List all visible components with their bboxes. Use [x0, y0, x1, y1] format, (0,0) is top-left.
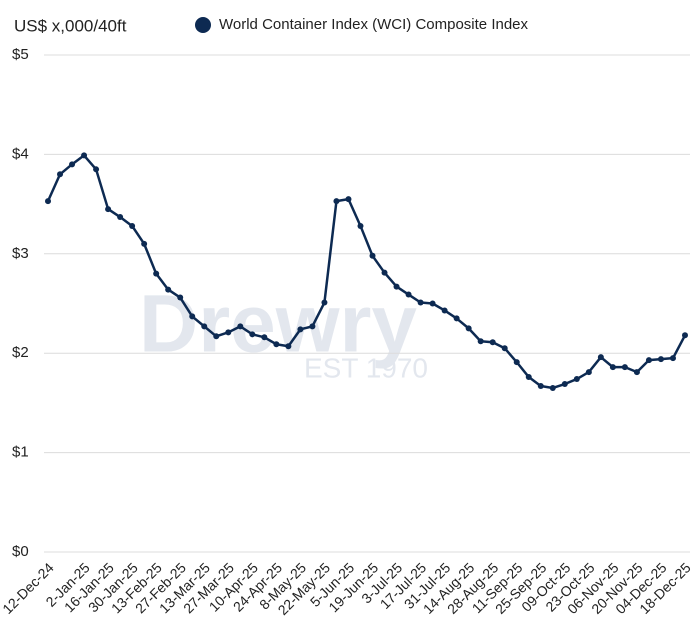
data-point [669, 355, 676, 362]
data-point [165, 286, 172, 293]
y-tick-label: $4 [12, 145, 29, 162]
data-point [513, 359, 520, 366]
data-point [585, 369, 592, 376]
data-point [333, 198, 340, 205]
data-point [261, 334, 268, 341]
data-point [682, 332, 688, 339]
data-point [621, 364, 628, 371]
data-point [441, 307, 448, 314]
data-point [501, 345, 508, 352]
data-point [657, 356, 664, 363]
y-tick-label: $5 [12, 46, 29, 63]
data-point [561, 381, 568, 388]
data-point [105, 206, 112, 213]
y-axis-title: US$ x,000/40ft [14, 16, 127, 35]
watermark: Drewry [139, 279, 417, 370]
y-tick-label: $1 [12, 444, 29, 461]
data-point [297, 326, 304, 333]
x-tick-label: 12-Dec-24 [0, 559, 57, 617]
data-point [381, 269, 388, 276]
data-point [417, 299, 424, 306]
data-point [249, 331, 256, 338]
legend-label: World Container Index (WCI) Composite In… [219, 16, 529, 33]
data-point [393, 283, 400, 290]
data-point [225, 329, 232, 336]
data-point [321, 299, 328, 306]
data-point [93, 166, 100, 173]
data-point [465, 325, 472, 332]
data-point [345, 196, 352, 203]
legend-marker [195, 17, 211, 33]
data-point [189, 313, 196, 320]
data-point [477, 338, 484, 345]
data-point [489, 339, 496, 346]
data-point [237, 323, 244, 330]
data-point [117, 214, 124, 221]
data-point [453, 315, 460, 322]
data-point [525, 374, 532, 381]
data-point [213, 333, 220, 340]
data-point [129, 222, 136, 229]
data-point [177, 294, 184, 301]
data-point [69, 161, 76, 168]
data-point [81, 152, 88, 159]
data-point [645, 357, 652, 364]
data-point [573, 376, 580, 383]
data-point [153, 270, 160, 277]
data-point [309, 323, 316, 330]
data-point [273, 341, 280, 348]
data-point [369, 252, 376, 259]
y-tick-label: $2 [12, 344, 29, 361]
data-point [549, 384, 556, 391]
watermark-subtitle: EST 1970 [304, 352, 428, 383]
y-tick-label: $0 [12, 543, 29, 560]
data-point [633, 369, 640, 376]
data-point [537, 383, 544, 390]
data-point [597, 354, 604, 361]
data-point [609, 364, 616, 371]
data-point [45, 198, 51, 205]
data-point [357, 222, 364, 229]
data-point [429, 300, 436, 307]
y-tick-label: $3 [12, 245, 29, 262]
data-point [285, 343, 292, 350]
data-point [141, 240, 148, 247]
data-point [201, 323, 208, 330]
data-point [405, 291, 412, 298]
data-point [57, 171, 64, 178]
